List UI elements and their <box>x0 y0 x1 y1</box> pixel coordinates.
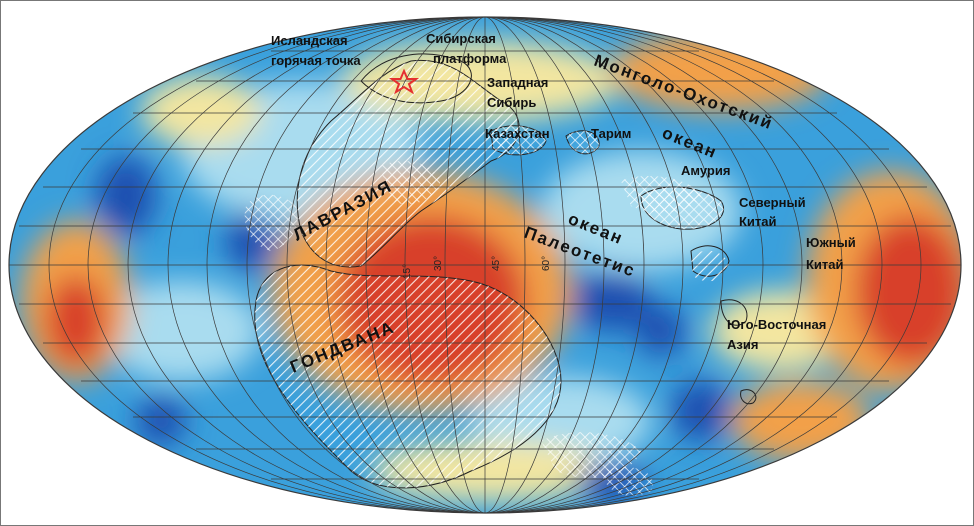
label-south-china-2: Китай <box>806 257 844 272</box>
label-siberian-1: Сибирская <box>426 31 496 46</box>
label-south-china-1: Южный <box>806 235 856 250</box>
label-iceland-2: горячая точка <box>271 53 361 68</box>
label-siberian-2: платформа <box>433 51 507 66</box>
label-se-asia-1: Юго-Восточная <box>727 317 826 332</box>
label-kazakhstan: Казахстан <box>485 126 550 141</box>
label-west-siberia-2: Сибирь <box>487 95 536 110</box>
lon-label-30: 30° <box>433 256 444 271</box>
label-west-siberia-1: Западная <box>487 75 548 90</box>
label-se-asia-2: Азия <box>727 337 758 352</box>
graticule <box>8 16 962 514</box>
longitude-labels: 15° 30° 45° 60° <box>402 256 552 279</box>
label-tarim: Тарим <box>591 126 631 141</box>
lon-label-15: 15° <box>402 264 413 279</box>
continent-hatching <box>244 60 729 496</box>
lon-label-45: 45° <box>491 256 502 271</box>
label-amuria: Амурия <box>681 163 730 178</box>
label-iceland-1: Исландская <box>271 33 348 48</box>
label-north-china-1: Северный <box>739 195 806 210</box>
star-icon <box>388 68 420 95</box>
lon-label-60: 60° <box>541 256 552 271</box>
label-north-china-2: Китай <box>739 214 777 229</box>
